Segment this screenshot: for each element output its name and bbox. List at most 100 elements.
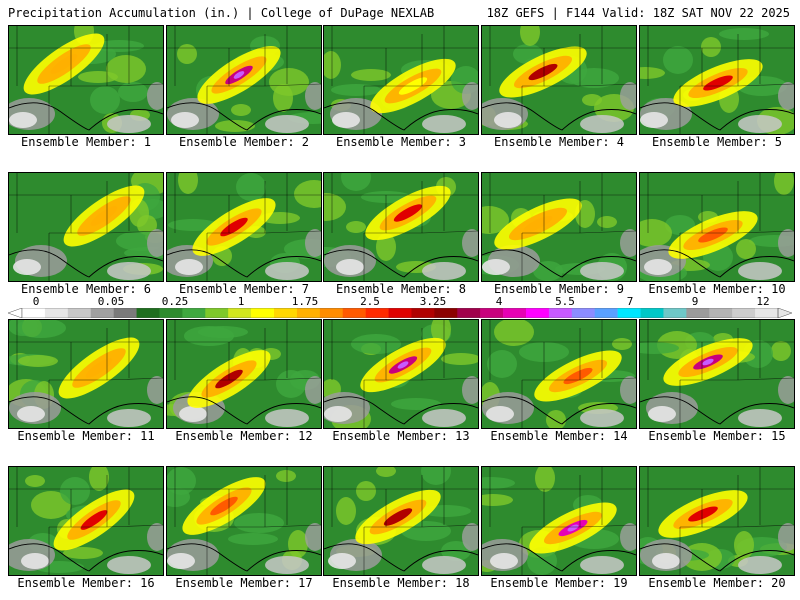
ensemble-member-label: Ensemble Member: 1 bbox=[20, 135, 152, 149]
precip-map bbox=[640, 26, 794, 134]
colorbar-segment bbox=[319, 308, 344, 318]
colorbar-segment bbox=[548, 308, 573, 318]
ensemble-map-panel bbox=[8, 25, 164, 135]
precip-map bbox=[324, 26, 478, 134]
colorbar-segment bbox=[480, 308, 504, 318]
colorbar-segment bbox=[113, 308, 137, 318]
ensemble-member-label: Ensemble Member: 5 bbox=[651, 135, 783, 149]
ensemble-map-panel bbox=[8, 172, 164, 282]
colorbar-segment bbox=[159, 308, 183, 318]
colorbar-segment bbox=[365, 308, 389, 318]
colorbar-segment bbox=[526, 308, 550, 318]
colorbar-segment bbox=[755, 308, 779, 318]
colorbar-segment bbox=[457, 308, 481, 318]
ensemble-map-panel bbox=[323, 25, 479, 135]
ensemble-member-label: Ensemble Member: 20 bbox=[648, 576, 786, 590]
precip-map bbox=[482, 467, 636, 575]
precip-map bbox=[640, 467, 794, 575]
ensemble-member-label: Ensemble Member: 10 bbox=[648, 282, 786, 296]
colorbar-segment bbox=[411, 308, 435, 318]
colorbar-segment bbox=[136, 308, 160, 318]
colorbar-segment bbox=[640, 308, 664, 318]
precip-map bbox=[9, 467, 163, 575]
colorbar-segment bbox=[594, 308, 618, 318]
precip-map bbox=[9, 26, 163, 134]
ensemble-map-panel bbox=[639, 466, 795, 576]
precip-map bbox=[324, 467, 478, 575]
colorbar-segment bbox=[434, 308, 458, 318]
precip-map bbox=[640, 320, 794, 428]
colorbar-segment bbox=[663, 308, 687, 318]
header-left-title: Precipitation Accumulation (in.) | Colle… bbox=[8, 6, 435, 20]
ensemble-map-panel bbox=[481, 172, 637, 282]
ensemble-member-label: Ensemble Member: 6 bbox=[20, 282, 152, 296]
colorbar-tick-label: 0.05 bbox=[97, 295, 125, 308]
colorbar-segment bbox=[182, 308, 206, 318]
colorbar-segment bbox=[44, 308, 69, 318]
ensemble-map-panel bbox=[8, 466, 164, 576]
ensemble-member-label: Ensemble Member: 14 bbox=[490, 429, 628, 443]
colorbar-tick-label: 5.5 bbox=[555, 295, 575, 308]
header-right-title: 18Z GEFS | F144 Valid: 18Z SAT NOV 22 20… bbox=[486, 6, 790, 20]
colorbar: 0 0.05 0.25 1 1.75 2.5 3.25 4 5.5 7 9 12 bbox=[8, 296, 792, 320]
ensemble-member-label: Ensemble Member: 19 bbox=[490, 576, 628, 590]
ensemble-member-label: Ensemble Member: 7 bbox=[178, 282, 310, 296]
colorbar-tick-label: 0.25 bbox=[161, 295, 189, 308]
colorbar-tick-label: 0 bbox=[32, 295, 40, 308]
colorbar-segment bbox=[67, 308, 92, 318]
colorbar-scale bbox=[8, 308, 792, 318]
colorbar-segment bbox=[342, 308, 366, 318]
ensemble-map-panel bbox=[639, 172, 795, 282]
colorbar-tick-label: 7 bbox=[626, 295, 634, 308]
precip-map bbox=[167, 173, 321, 281]
ensemble-member-label: Ensemble Member: 11 bbox=[17, 429, 155, 443]
precip-map bbox=[640, 173, 794, 281]
colorbar-segment bbox=[22, 308, 46, 318]
ensemble-map-panel bbox=[323, 319, 479, 429]
colorbar-segment bbox=[296, 308, 321, 318]
ensemble-member-label: Ensemble Member: 15 bbox=[648, 429, 786, 443]
ensemble-member-label: Ensemble Member: 12 bbox=[175, 429, 313, 443]
ensemble-member-label: Ensemble Member: 18 bbox=[332, 576, 470, 590]
ensemble-map-panel bbox=[639, 25, 795, 135]
colorbar-segment bbox=[686, 308, 710, 318]
ensemble-map-panel bbox=[481, 319, 637, 429]
precip-map bbox=[167, 26, 321, 134]
colorbar-tick-label: 2.5 bbox=[360, 295, 380, 308]
colorbar-tick-label: 1 bbox=[237, 295, 245, 308]
colorbar-segment bbox=[228, 308, 252, 318]
ensemble-member-label: Ensemble Member: 2 bbox=[178, 135, 310, 149]
ensemble-map-panel bbox=[8, 319, 164, 429]
precip-map bbox=[482, 320, 636, 428]
colorbar-tick-label: 9 bbox=[691, 295, 699, 308]
ensemble-map-panel bbox=[166, 319, 322, 429]
ensemble-member-label: Ensemble Member: 16 bbox=[17, 576, 155, 590]
colorbar-segment bbox=[617, 308, 641, 318]
precip-map bbox=[167, 467, 321, 575]
colorbar-segment bbox=[571, 308, 596, 318]
ensemble-member-label: Ensemble Member: 17 bbox=[175, 576, 313, 590]
colorbar-left-arrow bbox=[8, 308, 23, 318]
precip-map bbox=[167, 320, 321, 428]
colorbar-segment bbox=[732, 308, 756, 318]
colorbar-segment bbox=[90, 308, 114, 318]
ensemble-map-panel bbox=[481, 466, 637, 576]
colorbar-tick-label: 1.75 bbox=[291, 295, 319, 308]
ensemble-map-panel bbox=[166, 172, 322, 282]
ensemble-member-label: Ensemble Member: 3 bbox=[335, 135, 467, 149]
ensemble-map-panel bbox=[166, 25, 322, 135]
ensemble-map-panel bbox=[481, 25, 637, 135]
ensemble-map-panel bbox=[323, 172, 479, 282]
ensemble-map-panel bbox=[323, 466, 479, 576]
colorbar-tick-label: 12 bbox=[756, 295, 770, 308]
ensemble-map-panel bbox=[166, 466, 322, 576]
ensemble-member-label: Ensemble Member: 9 bbox=[493, 282, 625, 296]
colorbar-tick-labels: 0 0.05 0.25 1 1.75 2.5 3.25 4 5.5 7 9 12 bbox=[8, 296, 792, 308]
ensemble-member-label: Ensemble Member: 4 bbox=[493, 135, 625, 149]
precip-map bbox=[9, 320, 163, 428]
ensemble-member-label: Ensemble Member: 13 bbox=[332, 429, 470, 443]
precip-map bbox=[482, 26, 636, 134]
colorbar-tick-label: 3.25 bbox=[419, 295, 447, 308]
precip-map bbox=[9, 173, 163, 281]
colorbar-segment bbox=[274, 308, 298, 318]
